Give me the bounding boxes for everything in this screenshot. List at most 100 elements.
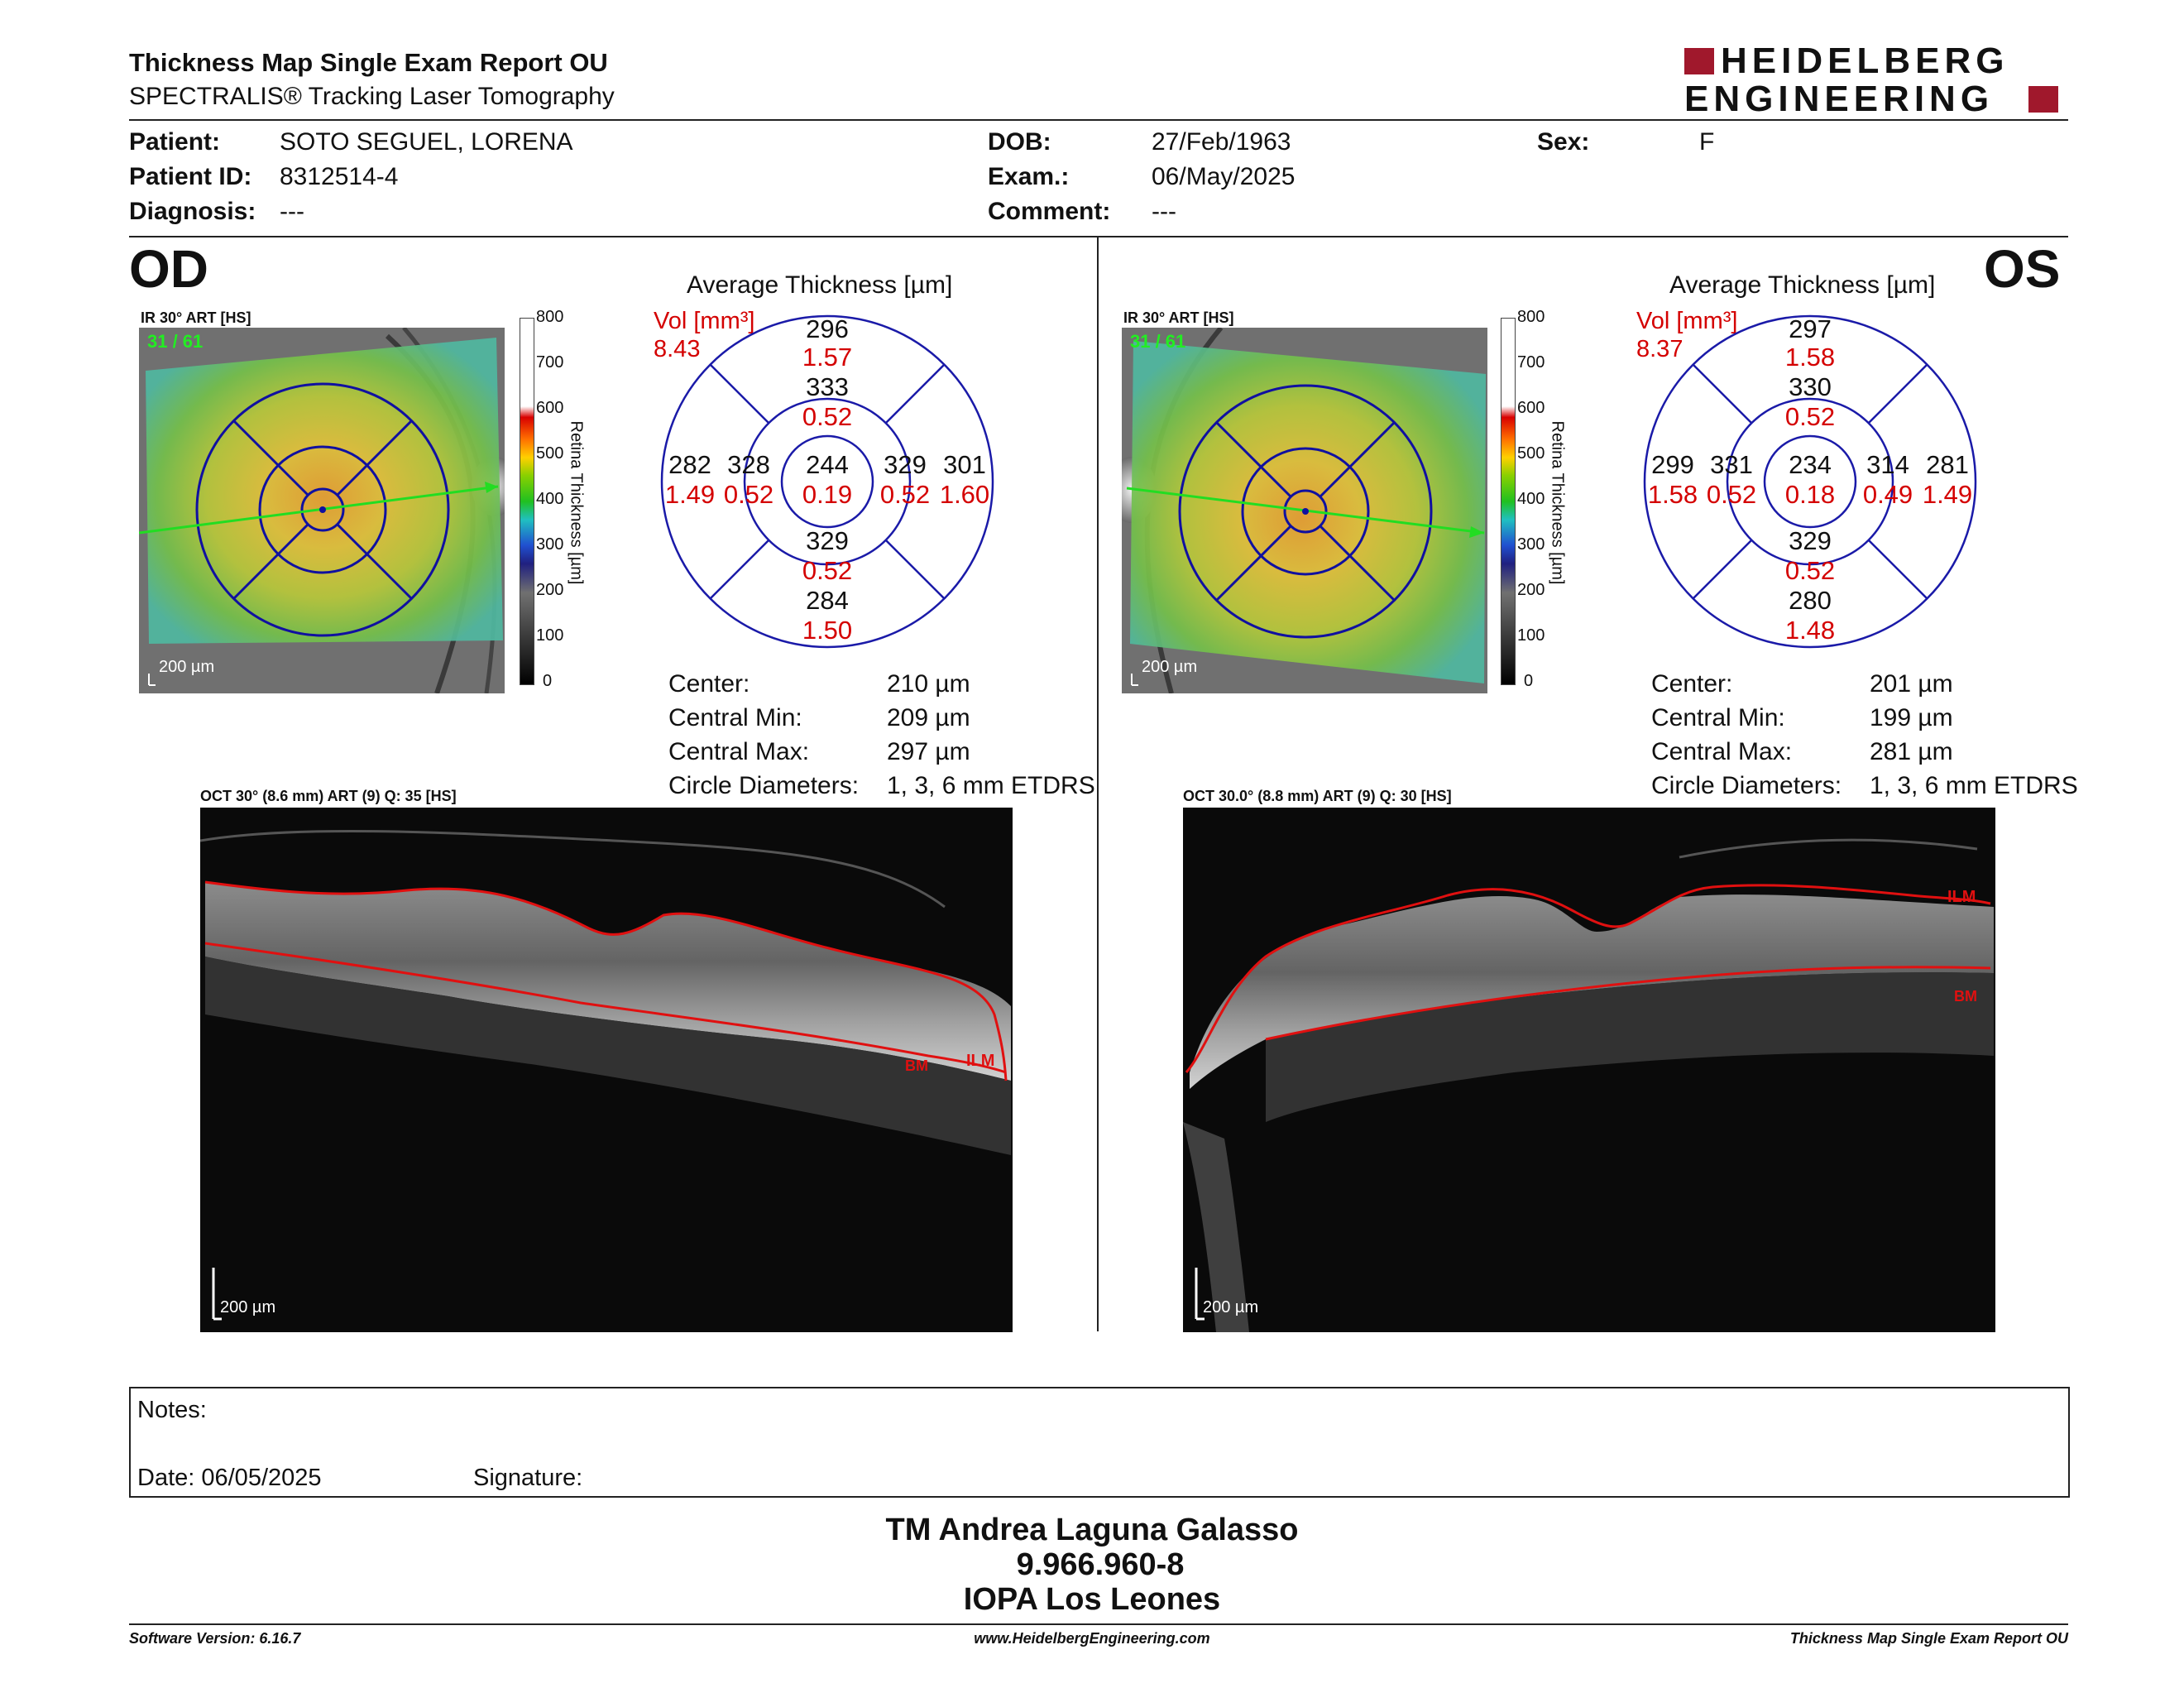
exam-value: 06/May/2025 xyxy=(1152,163,1296,190)
os-diam-label: Circle Diameters: xyxy=(1651,772,1842,799)
od-outer-right-vol: 1.60 xyxy=(939,480,990,509)
report-title: Thickness Map Single Exam Report OU xyxy=(129,48,608,77)
dob-value: 27/Feb/1963 xyxy=(1152,128,1291,156)
od-inner-top-vol: 0.52 xyxy=(802,402,853,431)
od-colorbar-ticks: 800 700 600 500 400 300 200 100 0 xyxy=(536,308,564,690)
od-oct-label: OCT 30° (8.6 mm) ART (9) Q: 35 [HS] xyxy=(200,788,457,804)
od-center-vol: 0.19 xyxy=(802,480,853,509)
os-max-value: 281 µm xyxy=(1870,738,1953,765)
os-outer-left-vol: 1.58 xyxy=(1647,480,1698,509)
od-min-value: 209 µm xyxy=(887,704,970,731)
diagnosis-value: --- xyxy=(280,198,304,225)
od-etdrs-grid: 296 1.57 333 0.52 282 1.49 328 0.52 244 … xyxy=(660,314,994,649)
od-colorbar xyxy=(520,318,534,685)
os-inner-left-vol: 0.52 xyxy=(1706,480,1757,509)
od-outer-left: 282 xyxy=(668,450,711,479)
svg-text:200 µm: 200 µm xyxy=(1203,1298,1258,1316)
od-inner-left: 328 xyxy=(727,450,770,479)
sex-label: Sex: xyxy=(1537,128,1590,156)
os-inner-top: 330 xyxy=(1789,372,1832,401)
od-colorbar-label: Retina Thickness [µm] xyxy=(567,420,586,585)
od-center-label: Center: xyxy=(668,670,750,698)
os-center-vol: 0.18 xyxy=(1784,480,1836,509)
os-inner-bottom: 329 xyxy=(1789,526,1832,555)
od-inner-right-vol: 0.52 xyxy=(879,480,931,509)
svg-text:31 / 61: 31 / 61 xyxy=(1130,331,1185,352)
os-inner-right: 314 xyxy=(1866,450,1909,479)
svg-text:BM: BM xyxy=(905,1057,928,1074)
os-outer-bottom-vol: 1.48 xyxy=(1784,616,1836,645)
od-min-label: Central Min: xyxy=(668,704,802,731)
od-outer-left-vol: 1.49 xyxy=(664,480,716,509)
od-inner-top: 333 xyxy=(806,372,849,401)
os-oct-scan: ILM BM 200 µm xyxy=(1183,808,1995,1332)
patient-id: 8312514-4 xyxy=(280,163,399,190)
os-outer-right: 281 xyxy=(1926,450,1969,479)
os-diam-value: 1, 3, 6 mm ETDRS xyxy=(1870,772,2078,799)
signer-institution: IOPA Los Leones xyxy=(963,1582,1221,1617)
os-colorbar xyxy=(1501,318,1516,685)
os-inner-top-vol: 0.52 xyxy=(1784,402,1836,431)
od-outer-bottom-vol: 1.50 xyxy=(802,616,853,645)
svg-text:ILM: ILM xyxy=(1947,888,1976,906)
comment-value: --- xyxy=(1152,198,1176,225)
comment-label: Comment: xyxy=(988,198,1111,225)
os-oct-label: OCT 30.0° (8.8 mm) ART (9) Q: 30 [HS] xyxy=(1183,788,1452,804)
patient-name: SOTO SEGUEL, LORENA xyxy=(280,128,573,156)
od-ir-label: IR 30° ART [HS] xyxy=(141,309,251,326)
os-min-value: 199 µm xyxy=(1870,704,1953,731)
od-max-label: Central Max: xyxy=(668,738,810,765)
os-vol-label: Vol [mm³] xyxy=(1636,308,1738,334)
report-subtitle: SPECTRALIS® Tracking Laser Tomography xyxy=(129,83,615,110)
svg-text:ILM: ILM xyxy=(966,1052,994,1070)
os-outer-left: 299 xyxy=(1651,450,1694,479)
od-vol-label: Vol [mm³] xyxy=(654,308,755,334)
signer-id: 9.966.960-8 xyxy=(1016,1547,1185,1582)
diagnosis-label: Diagnosis: xyxy=(129,198,256,225)
patient-id-label: Patient ID: xyxy=(129,163,252,190)
os-outer-top-vol: 1.58 xyxy=(1784,343,1836,372)
od-diam-value: 1, 3, 6 mm ETDRS xyxy=(887,772,1095,799)
heidelberg-logo: HEIDELBERG ENGINEERING xyxy=(1684,41,2073,119)
signature-label: Signature: xyxy=(473,1465,583,1491)
svg-text:200 µm: 200 µm xyxy=(1142,658,1197,676)
od-max-value: 297 µm xyxy=(887,738,970,765)
footer-software: Software Version: 6.16.7 xyxy=(129,1630,301,1647)
os-avg-title: Average Thickness [µm] xyxy=(1669,271,1936,299)
notes-box[interactable]: Notes: Date: 06/05/2025 Signature: xyxy=(129,1387,2070,1498)
od-eye-label: OD xyxy=(129,239,208,299)
od-center: 244 xyxy=(806,450,849,479)
od-vol-value: 8.43 xyxy=(654,336,701,362)
os-colorbar-label: Retina Thickness [µm] xyxy=(1548,420,1567,585)
os-inner-right-vol: 0.49 xyxy=(1862,480,1913,509)
os-center-label: Center: xyxy=(1651,670,1733,698)
exam-label: Exam.: xyxy=(988,163,1070,190)
os-etdrs-grid: 297 1.58 330 0.52 299 1.58 331 0.52 234 … xyxy=(1643,314,1977,649)
od-fundus-image: 31 / 61 200 µm xyxy=(139,328,505,693)
dob-label: DOB: xyxy=(988,128,1051,156)
os-eye-label: OS xyxy=(1984,239,2061,299)
svg-text:31 / 61: 31 / 61 xyxy=(147,331,203,352)
os-outer-right-vol: 1.49 xyxy=(1922,480,1973,509)
os-ir-label: IR 30° ART [HS] xyxy=(1123,309,1234,326)
os-fundus-image: 31 / 61 200 µm xyxy=(1122,328,1487,693)
svg-text:200 µm: 200 µm xyxy=(159,658,214,676)
footer-report: Thickness Map Single Exam Report OU xyxy=(1789,1630,2068,1647)
od-diam-label: Circle Diameters: xyxy=(668,772,860,799)
footer-website[interactable]: www.HeidelbergEngineering.com xyxy=(974,1630,1210,1647)
os-inner-bottom-vol: 0.52 xyxy=(1784,556,1836,585)
od-outer-bottom: 284 xyxy=(806,586,849,615)
signer-name: TM Andrea Laguna Galasso xyxy=(885,1513,1299,1547)
os-colorbar-ticks: 800 700 600 500 400 300 200 100 0 xyxy=(1517,308,1545,690)
patient-label: Patient: xyxy=(129,128,221,156)
os-min-label: Central Min: xyxy=(1651,704,1785,731)
od-avg-title: Average Thickness [µm] xyxy=(687,271,953,299)
od-outer-top: 296 xyxy=(806,314,849,343)
os-vol-value: 8.37 xyxy=(1636,336,1684,362)
os-max-label: Central Max: xyxy=(1651,738,1793,765)
od-outer-right: 301 xyxy=(943,450,986,479)
svg-text:200 µm: 200 µm xyxy=(220,1298,275,1316)
os-center-value: 201 µm xyxy=(1870,670,1953,698)
os-center: 234 xyxy=(1789,450,1832,479)
sex-value: F xyxy=(1699,128,1715,156)
